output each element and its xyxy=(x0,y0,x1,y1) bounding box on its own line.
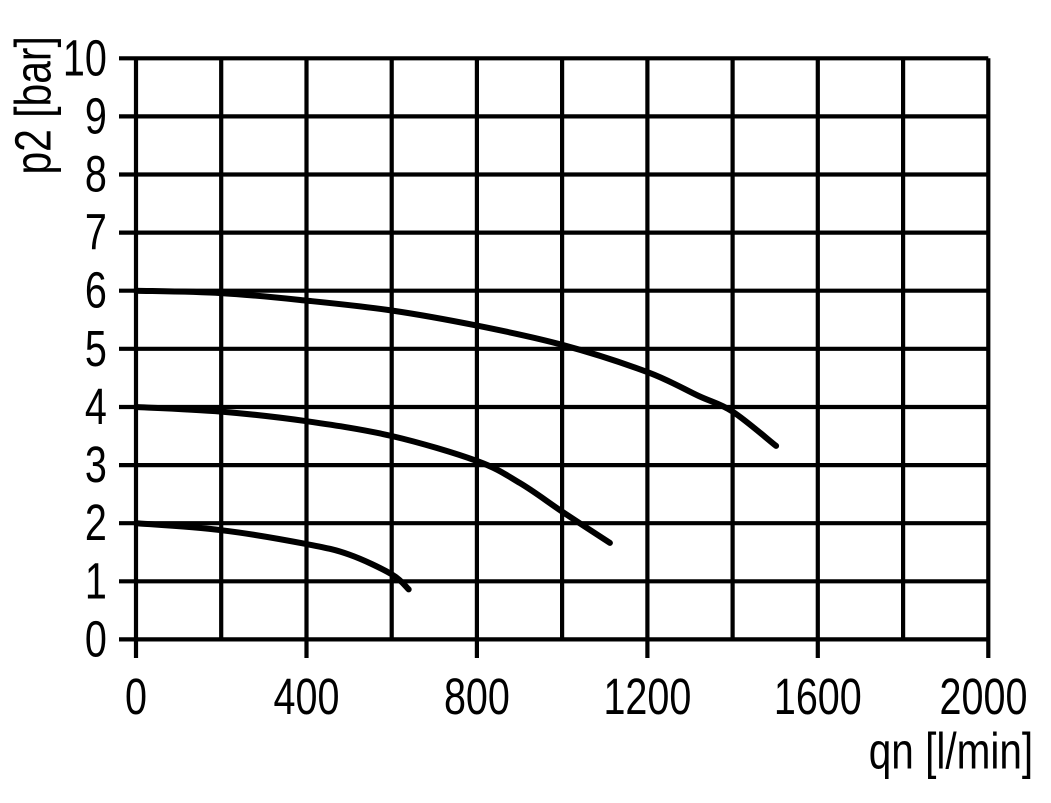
svg-text:3: 3 xyxy=(85,436,107,493)
svg-text:2000: 2000 xyxy=(940,668,1028,725)
svg-text:0: 0 xyxy=(85,611,107,668)
svg-text:6: 6 xyxy=(85,262,107,319)
svg-text:qn [l/min]: qn [l/min] xyxy=(869,722,1033,780)
svg-text:800: 800 xyxy=(444,668,510,725)
svg-text:p2 [bar]: p2 [bar] xyxy=(4,36,61,174)
svg-text:8: 8 xyxy=(85,146,107,203)
svg-text:1200: 1200 xyxy=(603,668,691,725)
svg-text:1: 1 xyxy=(85,552,107,609)
svg-text:0: 0 xyxy=(125,668,147,725)
svg-text:400: 400 xyxy=(274,668,340,725)
svg-text:2: 2 xyxy=(85,494,107,551)
svg-text:9: 9 xyxy=(85,88,107,145)
svg-text:10: 10 xyxy=(63,29,107,86)
svg-text:4: 4 xyxy=(85,378,107,435)
svg-text:1600: 1600 xyxy=(774,668,862,725)
svg-text:7: 7 xyxy=(85,204,107,261)
svg-text:5: 5 xyxy=(85,320,107,377)
